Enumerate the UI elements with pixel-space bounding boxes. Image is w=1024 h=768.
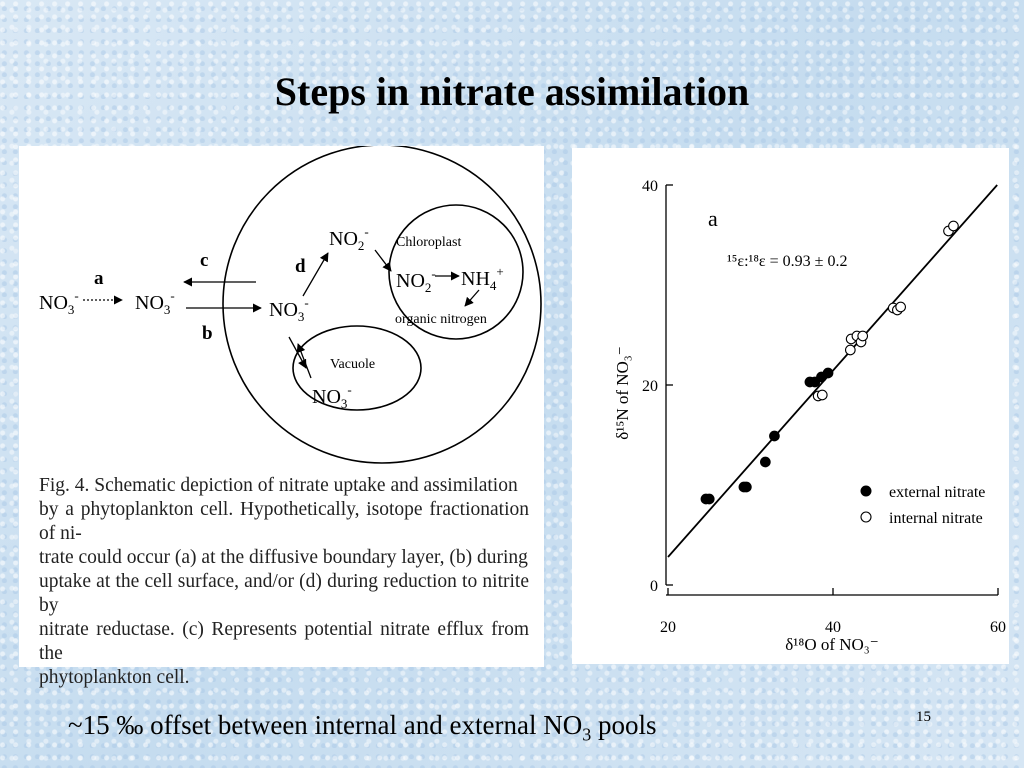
vacuole-label: Vacuole — [330, 357, 375, 372]
label-d: d — [295, 256, 306, 277]
slide-title: Steps in nitrate assimilation — [274, 69, 750, 114]
chloroplast-boundary — [388, 204, 524, 340]
internal-nitrate-point — [895, 301, 907, 313]
y-axis-label: δ¹⁵N of NO₃⁻ — [613, 346, 632, 439]
figure-caption: Fig. 4. Schematic depiction of nitrate u… — [39, 474, 529, 690]
caption-line: phytoplankton cell. — [39, 667, 190, 688]
arrow-d — [302, 252, 329, 297]
y-tick-label: 20 — [642, 378, 658, 395]
nh4-label: NH4+ — [461, 264, 504, 293]
arrow-into-chloroplast — [374, 249, 392, 272]
slide-number: 15 — [916, 709, 931, 725]
schematic-figure: NO3- a NO3- c b NO3- d NO2- Chloroplast … — [19, 144, 544, 688]
caption-line: nitrate reductase. (c) Represents potent… — [39, 619, 529, 664]
label-c: c — [200, 250, 208, 271]
caption-line: uptake at the cell surface, and/or (d) d… — [39, 571, 529, 616]
external-nitrate-point — [822, 367, 834, 379]
fractionation-annotation: ¹⁵ε:¹⁸ε = 0.93 ± 0.2 — [727, 253, 847, 270]
legend-external-marker — [860, 485, 872, 497]
caption-line: Fig. 4. Schematic depiction of nitrate u… — [39, 475, 518, 496]
legend-external-label: external nitrate — [889, 484, 985, 501]
x-tick-label: 40 — [825, 619, 841, 636]
external-nitrate-point — [769, 430, 780, 442]
x-tick-label: 20 — [660, 619, 676, 636]
cytosol-no2-label: NO2- — [329, 224, 369, 253]
internal-nitrate-point — [857, 330, 869, 342]
internal-nitrate-point — [844, 344, 856, 356]
organic-nitrogen-label: organic nitrogen — [395, 312, 487, 327]
legend-internal-marker — [860, 511, 872, 523]
footer-note: ~15 ‰ offset between internal and extern… — [68, 710, 657, 745]
internal-no3-label: NO3- — [269, 295, 309, 324]
label-b: b — [202, 323, 213, 344]
caption-line: by a phytoplankton cell. Hypothetically,… — [39, 499, 529, 544]
caption-line: trate could occur (a) at the diffusive b… — [39, 547, 528, 568]
panel-label: a — [708, 206, 718, 231]
y-tick-label: 0 — [650, 578, 658, 595]
label-a: a — [94, 268, 104, 289]
boundary-no3-label: NO3- — [135, 288, 175, 317]
isotope-scatter-chart: 0 20 40 20 40 60 a ¹⁵ε:¹⁸ε = 0.93 ± 0.2 δ¹⁵N… — [572, 148, 1009, 664]
external-nitrate-point — [741, 481, 752, 493]
chart-svg: 0 20 40 20 40 60 a ¹⁵ε:¹⁸ε = 0.93 ± 0.2 δ¹⁵N… — [613, 178, 1006, 654]
arrow-nh4-to-organic — [464, 289, 480, 307]
vacuole-boundary — [292, 325, 422, 411]
arrow-into-vacuole — [288, 336, 307, 369]
x-tick-label: 60 — [990, 619, 1006, 636]
vacuole-no3-label: NO3- — [312, 382, 352, 411]
arrow-out-of-vacuole — [296, 343, 312, 379]
legend-internal-label: internal nitrate — [889, 510, 983, 527]
internal-nitrate-point — [816, 389, 828, 401]
y-tick-label: 40 — [642, 178, 658, 195]
x-axis-label: δ¹⁸O of NO₃⁻ — [785, 635, 878, 654]
chloroplast-no2-label: NO2- — [396, 266, 436, 295]
external-nitrate-point — [760, 456, 771, 468]
internal-nitrate-point — [948, 220, 959, 232]
chloroplast-label: Chloroplast — [396, 235, 461, 250]
schematic-diagram: NO3- a NO3- c b NO3- d NO2- Chloroplast … — [39, 144, 542, 464]
external-nitrate-point — [703, 493, 715, 505]
external-no3-label: NO3- — [39, 288, 79, 317]
